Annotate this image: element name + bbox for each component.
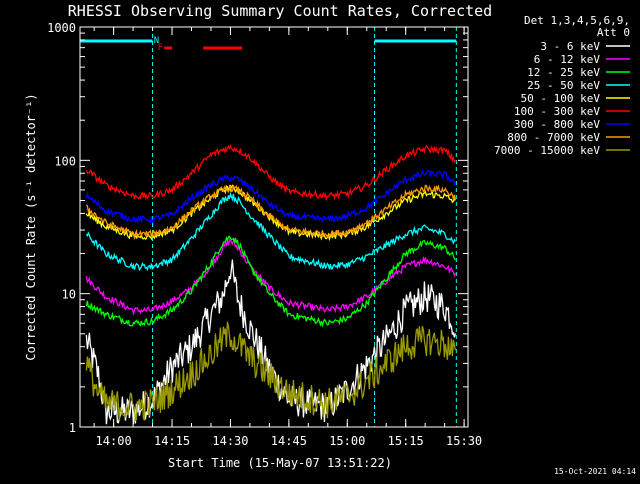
series-line bbox=[85, 143, 456, 202]
legend-entry-label: 25 - 50 keV bbox=[527, 79, 600, 92]
x-tick-label: 14:00 bbox=[96, 434, 132, 448]
legend-entry-label: 6 - 12 keV bbox=[534, 53, 601, 66]
series-line bbox=[85, 184, 457, 240]
flag-label: N bbox=[154, 36, 159, 46]
series-line bbox=[85, 235, 456, 328]
y-tick-label: 100 bbox=[54, 154, 76, 168]
y-axis: 1 10 100 1000 bbox=[47, 21, 468, 435]
legend-entry-label: 300 - 800 keV bbox=[514, 118, 600, 131]
legend-entry-label: 3 - 6 keV bbox=[540, 40, 600, 53]
series-lines bbox=[85, 143, 457, 425]
flag-label: F bbox=[158, 43, 163, 53]
x-axis: 14:00 14:15 14:30 14:45 15:00 15:15 15:30 bbox=[93, 27, 482, 448]
night-markers bbox=[80, 27, 457, 427]
x-tick-label: 14:30 bbox=[212, 434, 248, 448]
legend-entry-label: 7000 - 15000 keV bbox=[494, 144, 600, 157]
series-line bbox=[85, 321, 457, 422]
x-tick-label: 15:15 bbox=[388, 434, 424, 448]
flag-markers: NF bbox=[154, 36, 243, 53]
plot-frame bbox=[79, 26, 469, 428]
x-tick-label: 15:30 bbox=[446, 434, 482, 448]
legend-entry-label: 50 - 100 keV bbox=[521, 92, 601, 105]
x-tick-label: 15:00 bbox=[329, 434, 365, 448]
y-tick-label: 1 bbox=[69, 421, 76, 435]
legend-header: Det 1,3,4,5,6,9, bbox=[524, 14, 630, 27]
chart-title: RHESSI Observing Summary Count Rates, Co… bbox=[68, 2, 492, 20]
series-line bbox=[85, 238, 456, 316]
x-tick-label: 14:15 bbox=[154, 434, 190, 448]
series-line bbox=[85, 168, 456, 225]
legend-entry-label: 800 - 7000 keV bbox=[507, 131, 600, 144]
timestamp: 15-Oct-2021 04:14 bbox=[554, 467, 636, 476]
y-tick-label: 10 bbox=[62, 288, 76, 302]
legend-header: Att 0 bbox=[597, 26, 630, 39]
legend-entry-label: 100 - 300 keV bbox=[514, 105, 600, 118]
y-axis-label: Corrected Count Rate (s⁻¹ detector⁻¹) bbox=[24, 93, 38, 360]
x-tick-label: 14:45 bbox=[271, 434, 307, 448]
x-axis-label: Start Time (15-May-07 13:51:22) bbox=[168, 456, 392, 470]
series-line bbox=[85, 191, 456, 272]
y-tick-label: 1000 bbox=[47, 21, 76, 35]
legend-entry-label: 12 - 25 keV bbox=[527, 66, 600, 79]
